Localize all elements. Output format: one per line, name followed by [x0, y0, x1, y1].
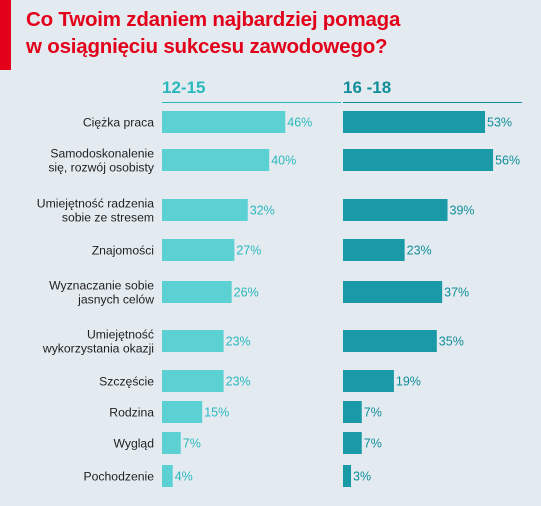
chart-row: Ciężka praca 46% 53% [83, 111, 512, 133]
category-label-line: wykorzystania okazji [42, 342, 154, 356]
chart-title: Co Twoim zdaniem najbardziej pomaga w os… [26, 6, 526, 60]
category-label: Znajomości [92, 244, 154, 258]
chart-row: Wygląd 7% 7% [113, 432, 382, 454]
chart-row: Wyznaczanie sobie jasnych celów 26% 37% [49, 279, 469, 307]
bar-12-15 [162, 199, 248, 221]
chart-row: Samodoskonalenie się, rozwój osobisty 40% 5… [48, 147, 520, 175]
category-label-line: Umiejętność radzenia [37, 197, 154, 211]
bar-12-15 [162, 432, 181, 454]
series-rule-16-18 [343, 102, 522, 103]
category-label-line: się, rozwój osobisty [48, 161, 155, 175]
title-line-1: Co Twoim zdaniem najbardziej pomaga [26, 8, 401, 31]
category-label-line: Ciężka praca [83, 116, 154, 130]
value-label-16-18: 39% [450, 204, 475, 218]
bar-12-15 [162, 239, 235, 261]
value-label-12-15: 23% [226, 335, 251, 349]
bar-16-18 [343, 370, 394, 392]
category-label: Pochodzenie [84, 470, 155, 484]
category-label: Umiejętność wykorzystania okazji [42, 328, 154, 356]
category-label-line: Wyznaczanie sobie [49, 279, 154, 293]
value-label-12-15: 15% [204, 406, 229, 420]
value-label-16-18: 35% [439, 335, 464, 349]
chart-row: Pochodzenie 4% 3% [84, 465, 371, 487]
value-label-16-18: 3% [353, 470, 371, 484]
value-label-12-15: 26% [234, 286, 259, 300]
group-header-16-18: 16 -18 [343, 78, 522, 103]
category-label: Wyznaczanie sobie jasnych celów [49, 279, 154, 307]
value-label-16-18: 7% [364, 406, 382, 420]
group-header-12-15: 12-15 [162, 78, 341, 103]
value-label-12-15: 40% [271, 154, 296, 168]
category-label: Rodzina [109, 406, 154, 420]
bar-12-15 [162, 149, 270, 171]
value-label-16-18: 19% [396, 375, 421, 389]
series-label-12-15: 12-15 [162, 78, 206, 97]
value-label-12-15: 46% [287, 116, 312, 130]
value-label-12-15: 32% [250, 204, 275, 218]
value-label-12-15: 23% [226, 375, 251, 389]
value-label-16-18: 53% [487, 116, 512, 130]
bar-16-18 [343, 330, 437, 352]
bar-16-18 [343, 111, 486, 133]
value-label-12-15: 27% [236, 244, 261, 258]
category-label: Umiejętność radzenia sobie ze stresem [37, 197, 154, 225]
bar-16-18 [343, 199, 448, 221]
bar-12-15 [162, 465, 173, 487]
value-label-16-18: 7% [364, 437, 382, 451]
bar-12-15 [162, 401, 203, 423]
series-rule-12-15 [162, 102, 341, 103]
bar-16-18 [343, 401, 362, 423]
chart-row: Umiejętność radzenia sobie ze stresem 32% 3… [37, 197, 475, 225]
chart-row: Rodzina 15% 7% [109, 401, 382, 423]
category-label: Ciężka praca [83, 116, 154, 130]
value-label-16-18: 23% [407, 244, 432, 258]
category-label-line: jasnych celów [77, 293, 154, 307]
category-label-line: Rodzina [109, 406, 154, 420]
category-label: Samodoskonalenie się, rozwój osobisty [48, 147, 155, 175]
chart-row: Szczęście 23% 19% [99, 370, 421, 392]
bar-12-15 [162, 330, 224, 352]
bar-12-15 [162, 111, 286, 133]
category-label-line: Samodoskonalenie [50, 147, 154, 161]
value-label-16-18: 37% [444, 286, 469, 300]
series-label-16-18: 16 -18 [343, 78, 392, 97]
value-label-12-15: 4% [175, 470, 193, 484]
chart-row: Znajomości 27% 23% [92, 239, 432, 261]
category-label-line: Wygląd [113, 437, 154, 451]
bar-16-18 [343, 149, 494, 171]
category-label-line: Szczęście [99, 375, 154, 389]
title-line-2: w osiągnięciu sukcesu zawodowego? [26, 35, 388, 58]
bar-16-18 [343, 465, 352, 487]
bar-16-18 [343, 239, 405, 261]
bar-16-18 [343, 281, 443, 303]
chart-row: Umiejętność wykorzystania okazji 23% 35% [42, 328, 464, 356]
value-label-12-15: 7% [183, 437, 201, 451]
bar-12-15 [162, 370, 224, 392]
bar-16-18 [343, 432, 362, 454]
category-label-line: Umiejętność [87, 328, 154, 342]
category-label: Wygląd [113, 437, 154, 451]
value-label-16-18: 56% [495, 154, 520, 168]
category-label: Szczęście [99, 375, 154, 389]
bar-12-15 [162, 281, 232, 303]
category-label-line: sobie ze stresem [62, 211, 154, 225]
category-label-line: Pochodzenie [84, 470, 155, 484]
accent-bar [0, 0, 11, 70]
category-label-line: Znajomości [92, 244, 154, 258]
